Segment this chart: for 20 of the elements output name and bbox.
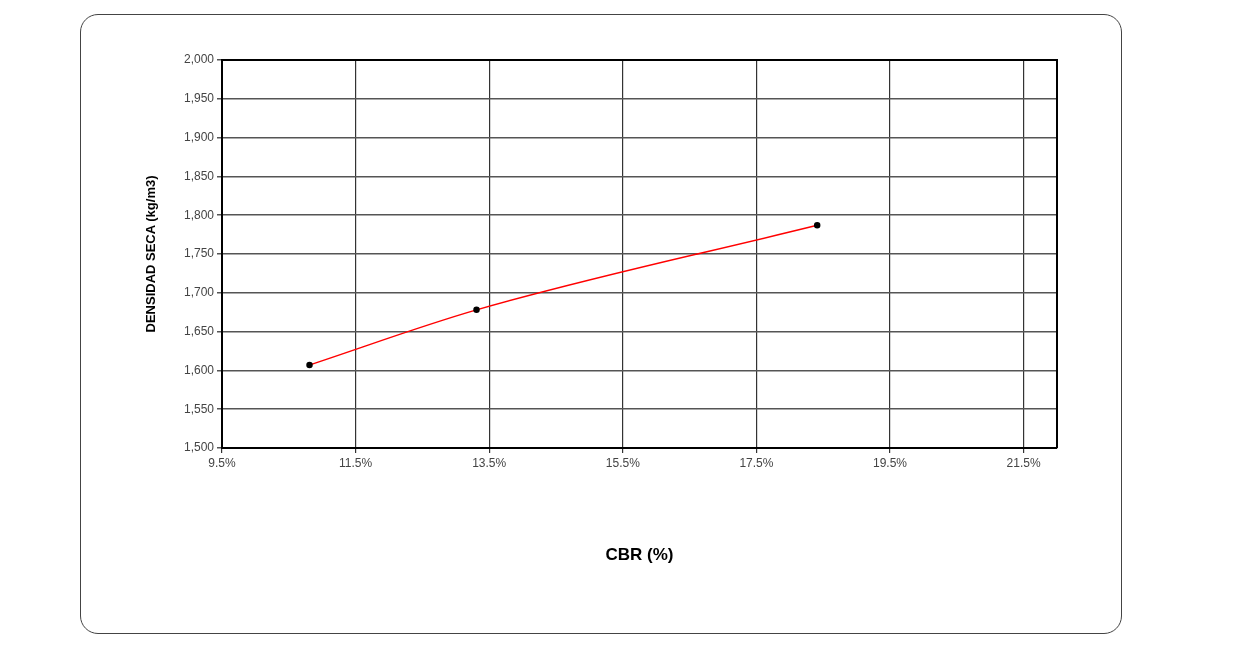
y-tick-label: 1,650 xyxy=(183,323,215,338)
x-tick-label: 11.5% xyxy=(339,455,373,470)
x-tick-label: 19.5% xyxy=(872,455,908,470)
y-tick-label: 2,000 xyxy=(183,52,215,67)
x-axis-title: CBR (%) xyxy=(605,545,674,565)
x-tick-label: 13.5% xyxy=(472,455,507,470)
x-tick-label: 21.5% xyxy=(1006,455,1041,470)
y-tick-label: 1,950 xyxy=(183,91,215,106)
y-tick-label: 1,550 xyxy=(183,401,215,416)
y-tick-label: 1,800 xyxy=(183,207,215,222)
y-tick-label: 1,600 xyxy=(183,362,215,377)
y-tick-label: 1,700 xyxy=(183,285,215,300)
x-tick-label: 15.5% xyxy=(605,455,641,470)
y-tick-label: 1,900 xyxy=(183,129,215,144)
x-tick-label: 17.5% xyxy=(739,455,774,470)
y-tick-label: 1,750 xyxy=(183,246,215,261)
x-tick-label: 9.5% xyxy=(208,455,236,470)
y-tick-label: 1,850 xyxy=(183,168,215,183)
y-tick-label: 1,500 xyxy=(183,440,215,455)
y-axis-title: DENSIDAD SECA (kg/m3) xyxy=(143,175,159,333)
